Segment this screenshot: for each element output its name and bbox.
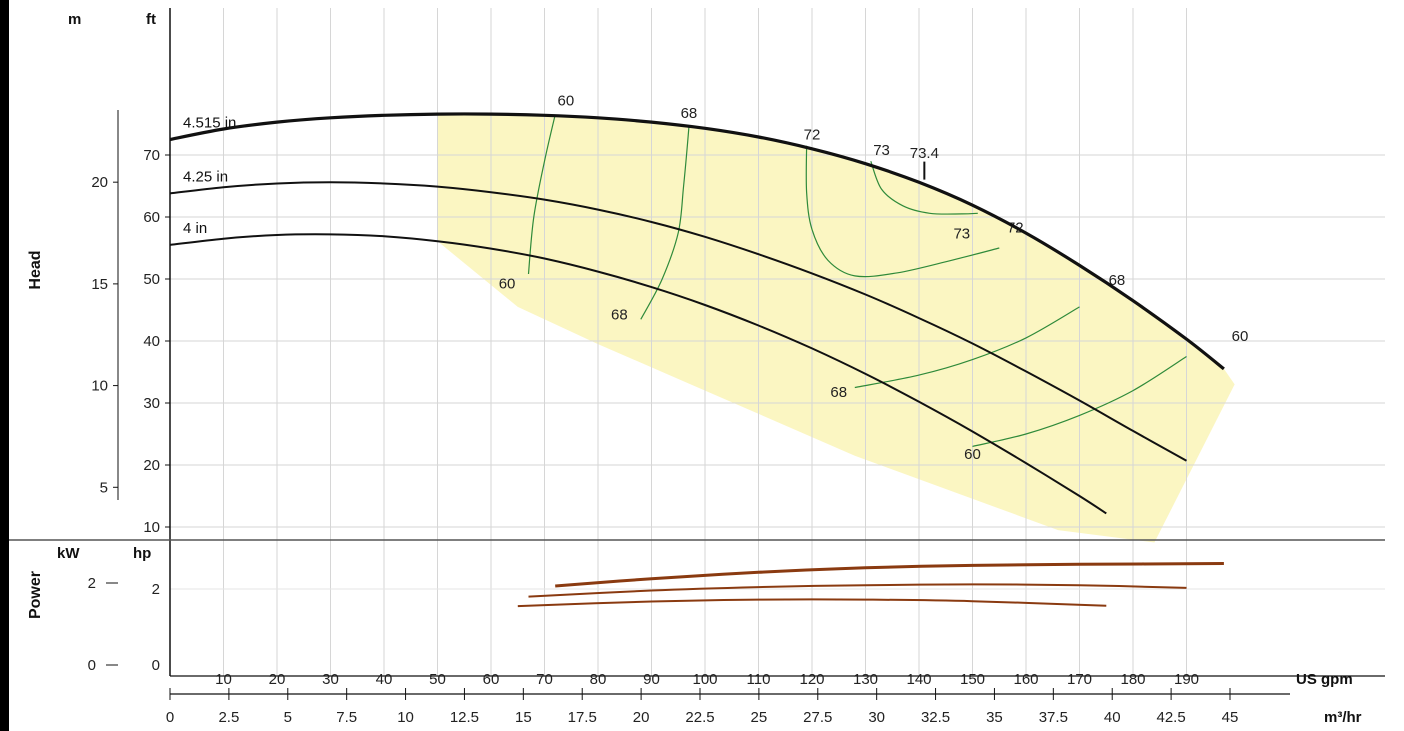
m3hr-tick-label: 0 bbox=[166, 709, 174, 726]
usgpm-tick-label: 180 bbox=[1120, 671, 1145, 688]
efficiency-label: 68 bbox=[681, 105, 698, 122]
m3hr-tick-label: 40 bbox=[1104, 709, 1121, 726]
usgpm-tick-label: 170 bbox=[1067, 671, 1092, 688]
efficiency-label: 73.4 bbox=[910, 145, 939, 162]
efficiency-contour-72 bbox=[805, 145, 1000, 278]
m-unit-label: m bbox=[68, 11, 81, 28]
efficiency-label: 60 bbox=[964, 446, 981, 463]
efficiency-contour-60 bbox=[527, 114, 556, 275]
head-axis-title: Head bbox=[27, 250, 44, 289]
power-curve-4-in bbox=[517, 598, 1107, 608]
power-axis-title: Power bbox=[27, 571, 44, 619]
grid bbox=[170, 8, 1385, 676]
m3hr-tick-label: 2.5 bbox=[218, 709, 239, 726]
m3hr-tick-label: 5 bbox=[284, 709, 292, 726]
usgpm-tick-label: 90 bbox=[643, 671, 660, 688]
power-curve-4-25-in bbox=[528, 583, 1187, 598]
m-tick-label: 20 bbox=[91, 174, 108, 191]
usgpm-tick-label: 150 bbox=[960, 671, 985, 688]
efficiency-label: 60 bbox=[1232, 328, 1249, 345]
ft-tick-label: 60 bbox=[143, 209, 160, 226]
usgpm-tick-label: 110 bbox=[747, 671, 771, 688]
usgpm-tick-label: 80 bbox=[590, 671, 607, 688]
usgpm-tick-label: 140 bbox=[906, 671, 931, 688]
m-tick-label: 10 bbox=[91, 378, 108, 395]
usgpm-tick-label: 10 bbox=[215, 671, 232, 688]
hp-tick-label: 2 bbox=[152, 581, 160, 598]
usgpm-tick-label: 50 bbox=[429, 671, 446, 688]
usgpm-tick-label: 120 bbox=[799, 671, 824, 688]
efficiency-label: 68 bbox=[830, 384, 847, 401]
m3hr-tick-label: 17.5 bbox=[568, 709, 597, 726]
usgpm-unit-label: US gpm bbox=[1296, 671, 1353, 688]
ft-tick-label: 40 bbox=[143, 333, 160, 350]
usgpm-tick-label: 190 bbox=[1174, 671, 1199, 688]
efficiency-label: 68 bbox=[611, 306, 628, 323]
kw-tick-label: 0 bbox=[88, 657, 96, 674]
m3hr-tick-label: 25 bbox=[751, 709, 768, 726]
usgpm-tick-label: 30 bbox=[322, 671, 339, 688]
m3hr-tick-label: 45 bbox=[1222, 709, 1239, 726]
efficiency-contour-73 bbox=[870, 160, 978, 215]
kw-tick-label: 2 bbox=[88, 575, 96, 592]
ft-tick-label: 20 bbox=[143, 457, 160, 474]
usgpm-tick-label: 130 bbox=[853, 671, 878, 688]
m3hr-tick-label: 27.5 bbox=[803, 709, 832, 726]
ft-unit-label: ft bbox=[146, 11, 156, 28]
usgpm-tick-label: 160 bbox=[1013, 671, 1038, 688]
m3hr-tick-label: 10 bbox=[397, 709, 414, 726]
usgpm-tick-label: 70 bbox=[536, 671, 553, 688]
efficiency-contour-60 bbox=[972, 355, 1187, 447]
usgpm-tick-label: 20 bbox=[269, 671, 286, 688]
ft-tick-label: 50 bbox=[143, 271, 160, 288]
m3hr-tick-label: 22.5 bbox=[685, 709, 714, 726]
efficiency-label: 73 bbox=[873, 142, 890, 159]
curve-label: 4.515 in bbox=[183, 115, 236, 132]
usgpm-tick-label: 100 bbox=[692, 671, 717, 688]
usgpm-tick-label: 60 bbox=[483, 671, 500, 688]
head-curve-4-in bbox=[169, 233, 1107, 515]
m3hr-unit-label: m³/hr bbox=[1324, 709, 1362, 726]
ft-tick-label: 70 bbox=[143, 147, 160, 164]
operating-region bbox=[437, 114, 1235, 543]
m-tick-label: 5 bbox=[100, 479, 108, 496]
m3hr-tick-label: 7.5 bbox=[336, 709, 357, 726]
curve-label: 4 in bbox=[183, 220, 207, 237]
m-tick-label: 15 bbox=[91, 276, 108, 293]
head-curve-4-25-in bbox=[169, 181, 1187, 462]
efficiency-label: 73 bbox=[953, 226, 970, 243]
efficiency-label: 60 bbox=[558, 92, 575, 109]
m3hr-tick-label: 37.5 bbox=[1039, 709, 1068, 726]
efficiency-contour-68 bbox=[854, 306, 1080, 389]
m3hr-tick-label: 32.5 bbox=[921, 709, 950, 726]
usgpm-tick-label: 40 bbox=[376, 671, 393, 688]
efficiency-label: 60 bbox=[499, 275, 516, 292]
m3hr-tick-label: 15 bbox=[515, 709, 532, 726]
left-frame-bar bbox=[0, 0, 9, 731]
m3hr-tick-label: 42.5 bbox=[1157, 709, 1186, 726]
curve-label: 4.25 in bbox=[183, 168, 228, 185]
power-curve-4-515-in bbox=[555, 562, 1224, 588]
efficiency-label: 68 bbox=[1109, 272, 1126, 289]
hp-unit-label: hp bbox=[133, 545, 151, 562]
ft-tick-label: 30 bbox=[143, 395, 160, 412]
hp-tick-label: 0 bbox=[152, 657, 160, 674]
ft-tick-label: 10 bbox=[143, 519, 160, 536]
kw-unit-label: kW bbox=[57, 545, 80, 562]
efficiency-contour-68 bbox=[640, 127, 690, 320]
m3hr-tick-label: 12.5 bbox=[450, 709, 479, 726]
efficiency-label: 72 bbox=[804, 127, 821, 144]
head-curve-4-515-in bbox=[169, 112, 1225, 371]
m3hr-tick-label: 35 bbox=[986, 709, 1003, 726]
m3hr-tick-label: 30 bbox=[868, 709, 885, 726]
m3hr-tick-label: 20 bbox=[633, 709, 650, 726]
